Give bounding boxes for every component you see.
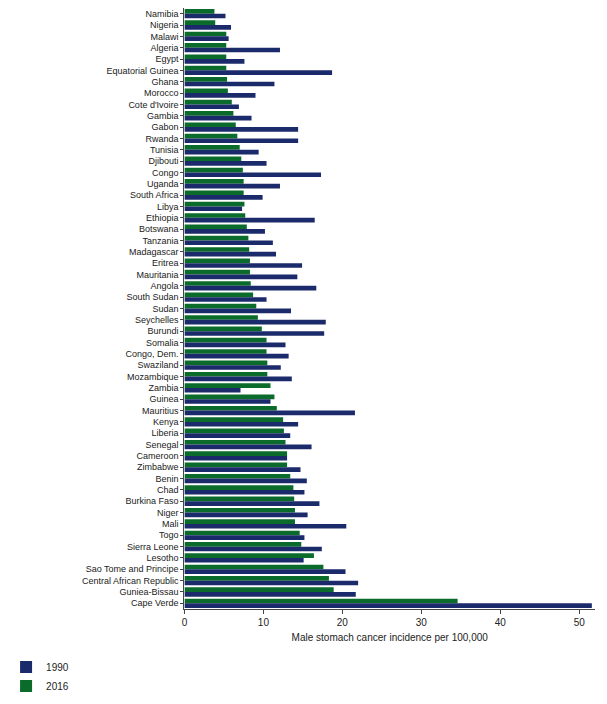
svg-text:Djibouti: Djibouti	[149, 156, 179, 166]
svg-text:Zambia: Zambia	[149, 383, 179, 393]
svg-text:10: 10	[258, 617, 270, 628]
svg-text:Kenya: Kenya	[153, 417, 179, 427]
svg-text:Morocco: Morocco	[144, 88, 179, 98]
svg-text:Eritrea: Eritrea	[152, 258, 179, 268]
svg-text:Mauritius: Mauritius	[142, 406, 179, 416]
svg-text:Rwanda: Rwanda	[146, 134, 179, 144]
svg-text:Seychelles: Seychelles	[135, 315, 179, 325]
svg-text:30: 30	[416, 617, 428, 628]
svg-text:Uganda: Uganda	[147, 179, 179, 189]
svg-text:Ethiopia: Ethiopia	[146, 213, 179, 223]
svg-text:Algeria: Algeria	[151, 43, 179, 53]
svg-text:Gambia: Gambia	[147, 111, 179, 121]
svg-text:Swaziland: Swaziland	[138, 360, 179, 370]
svg-text:Togo: Togo	[159, 530, 179, 540]
svg-text:Benin: Benin	[156, 474, 179, 484]
svg-text:Congo, Dem.: Congo, Dem.	[126, 349, 179, 359]
svg-text:Senegal: Senegal	[146, 440, 179, 450]
svg-text:Angola: Angola	[151, 281, 179, 291]
svg-text:Guniea-Bissau: Guniea-Bissau	[120, 587, 179, 597]
svg-text:Niger: Niger	[157, 508, 179, 518]
svg-text:2016: 2016	[46, 681, 69, 692]
svg-text:Burundi: Burundi	[148, 326, 179, 336]
svg-text:Botswana: Botswana	[139, 224, 179, 234]
svg-text:20: 20	[337, 617, 349, 628]
svg-text:Sierra Leone: Sierra Leone	[127, 542, 179, 552]
svg-text:Congo: Congo	[152, 168, 179, 178]
svg-text:Sao Tome and Principe: Sao Tome and Principe	[86, 564, 179, 574]
svg-text:Chad: Chad	[157, 485, 179, 495]
svg-text:50: 50	[574, 617, 586, 628]
svg-text:Tunisia: Tunisia	[150, 145, 179, 155]
svg-text:Mali: Mali	[162, 519, 179, 529]
svg-text:0: 0	[182, 617, 188, 628]
svg-text:Ghana: Ghana	[152, 77, 179, 87]
svg-text:Madagascar: Madagascar	[129, 247, 179, 257]
svg-text:1990: 1990	[46, 662, 69, 673]
svg-text:Cape Verde: Cape Verde	[131, 598, 179, 608]
svg-text:Mozambique: Mozambique	[127, 372, 179, 382]
svg-text:Libya: Libya	[157, 202, 179, 212]
svg-text:Cameroon: Cameroon	[137, 451, 179, 461]
svg-text:Guinea: Guinea	[150, 394, 179, 404]
svg-text:Mauritania: Mauritania	[137, 270, 179, 280]
svg-text:Tanzania: Tanzania	[143, 236, 179, 246]
svg-text:Nigeria: Nigeria	[150, 20, 179, 30]
svg-text:Lesotho: Lesotho	[147, 553, 179, 563]
svg-text:Somalia: Somalia	[146, 338, 179, 348]
svg-text:Burkina Faso: Burkina Faso	[126, 496, 179, 506]
svg-text:Equatorial Guinea: Equatorial Guinea	[107, 66, 179, 76]
svg-text:Gabon: Gabon	[152, 122, 179, 132]
svg-text:Liberia: Liberia	[152, 428, 179, 438]
svg-text:Namibia: Namibia	[146, 9, 179, 19]
svg-text:Egypt: Egypt	[156, 54, 180, 64]
svg-text:Sudan: Sudan	[153, 304, 179, 314]
svg-text:Zimbabwe: Zimbabwe	[137, 462, 179, 472]
svg-text:Cote d'Ivoire: Cote d'Ivoire	[128, 100, 178, 110]
svg-text:South Sudan: South Sudan	[127, 292, 179, 302]
svg-text:40: 40	[495, 617, 507, 628]
svg-text:Male stomach cancer incidence: Male stomach cancer incidence per 100,00…	[292, 632, 489, 643]
svg-text:Central African Republic: Central African Republic	[82, 576, 179, 586]
svg-text:South Africa: South Africa	[130, 190, 179, 200]
svg-text:Malawi: Malawi	[151, 31, 179, 41]
